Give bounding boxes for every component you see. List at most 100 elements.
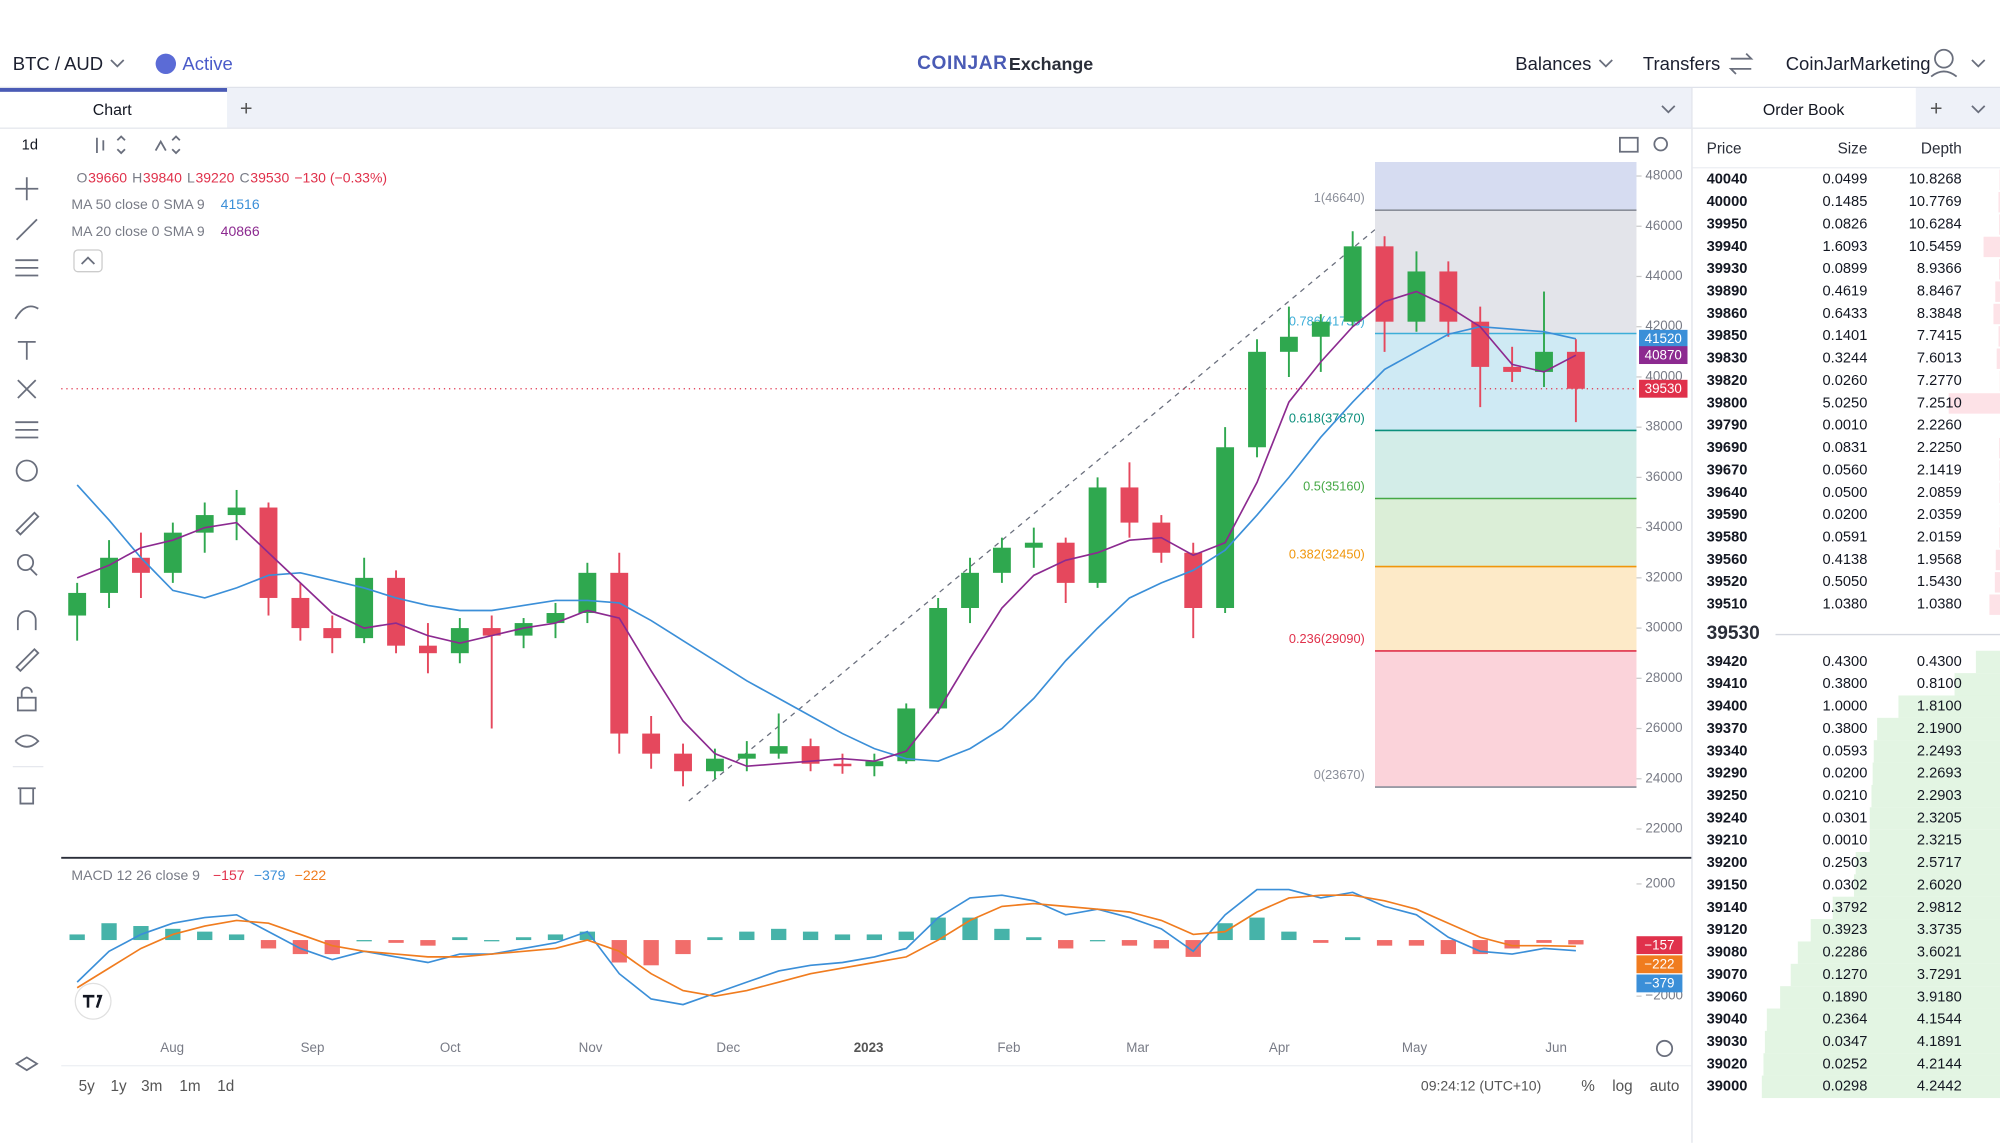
tab-label[interactable]: Order Book: [1763, 102, 1845, 119]
ask-cell: 39950: [1707, 216, 1748, 232]
pair-selector[interactable]: BTC / AUD: [13, 53, 103, 74]
tab[interactable]: [1692, 88, 1916, 128]
product: Exchange: [1009, 54, 1093, 74]
ask-cell: 0.1401: [1823, 328, 1868, 344]
price-label-box: [1639, 346, 1688, 365]
ask-cell: 39850: [1707, 328, 1748, 344]
ask-cell: 0.1485: [1823, 194, 1868, 210]
range-button[interactable]: 1y: [111, 1078, 128, 1095]
candle-body: [163, 532, 182, 573]
bid-cell: 2.3215: [1917, 833, 1962, 849]
ask-size-bar: [1995, 549, 2000, 571]
bid-cell: 2.9812: [1917, 900, 1962, 916]
bid-cell: 2.3205: [1917, 810, 1962, 826]
chevron: [1598, 59, 1613, 68]
ask-cell: 39930: [1707, 261, 1748, 277]
trend-line: [688, 228, 1634, 802]
bid-cell: 0.4300: [1917, 654, 1962, 670]
ohlc-legend: L: [187, 169, 195, 185]
add-tab[interactable]: +: [1930, 95, 1943, 120]
macd-histogram: [802, 931, 819, 941]
collapse-button[interactable]: [73, 249, 103, 273]
candle-body: [992, 547, 1011, 573]
x-tick-label: Jun: [1545, 1040, 1567, 1055]
tab[interactable]: [0, 88, 228, 128]
drawing-toolbar[interactable]: [14, 177, 40, 1072]
chart-settings[interactable]: [1619, 136, 1668, 153]
candle-body: [1056, 542, 1075, 583]
y-tick-label: 22000: [1645, 821, 1682, 836]
nav-balances[interactable]: Balances: [1515, 53, 1591, 74]
macd-histogram: [1408, 940, 1425, 946]
macd-histogram: [420, 940, 436, 946]
bid-cell: 39420: [1707, 654, 1748, 670]
bid-cell: 0.8100: [1917, 676, 1962, 692]
macd-y-tick-label: 2000: [1645, 875, 1675, 890]
bid-depth-bar: [1797, 941, 2000, 964]
scale-option[interactable]: auto: [1650, 1078, 1680, 1095]
range-button[interactable]: 5y: [79, 1078, 96, 1095]
nav-transfers[interactable]: Transfers: [1643, 53, 1720, 74]
toolbar-icons[interactable]: [96, 135, 181, 155]
range-button[interactable]: 1d: [217, 1078, 234, 1095]
y-tick-label: 28000: [1645, 670, 1682, 685]
macd-label: −222: [1644, 956, 1674, 971]
range-button[interactable]: 3m: [141, 1078, 162, 1095]
ask-cell: 8.9366: [1917, 261, 1962, 277]
nav-account[interactable]: CoinJarMarketing: [1786, 53, 1931, 74]
settings-icon[interactable]: [1655, 1039, 1674, 1058]
scale-option[interactable]: %: [1581, 1078, 1595, 1095]
bid-depth-bar: [1869, 829, 2000, 853]
macd-histogram: [1058, 940, 1074, 949]
add-tab[interactable]: +: [240, 95, 253, 120]
candle-body: [1024, 542, 1043, 548]
chevron: [81, 256, 96, 265]
candle-body: [1088, 487, 1107, 583]
y-tick-label: 40000: [1645, 368, 1682, 383]
candle-body: [419, 645, 437, 654]
macd-histogram: [898, 931, 914, 941]
bid-cell: 0.0252: [1823, 1056, 1868, 1072]
bid-cell: 2.1900: [1917, 721, 1962, 737]
macd-histogram: [228, 934, 245, 941]
candle-body: [1216, 447, 1235, 608]
macd-label: −157: [1644, 937, 1674, 952]
ask-cell: 2.2250: [1917, 440, 1962, 456]
bid-cell: 39410: [1707, 676, 1748, 692]
bid-depth-bar: [1898, 695, 2000, 718]
ask-cell: 0.0826: [1823, 216, 1868, 232]
ohlc-legend: −130 (−0.33%): [294, 169, 387, 185]
bid-cell: 0.0210: [1823, 788, 1868, 804]
x-tick-label: Apr: [1269, 1040, 1290, 1055]
bid-cell: 0.0302: [1823, 877, 1868, 893]
tab-label[interactable]: Chart: [93, 102, 133, 119]
ask-size-bar: [1995, 281, 2000, 302]
candle-body: [897, 708, 916, 762]
candle-body: [546, 613, 565, 624]
bid-depth-bar: [1877, 717, 2000, 741]
bid-cell: 0.0347: [1823, 1034, 1868, 1050]
ask-cell: 1.9568: [1917, 552, 1962, 568]
fib-zone: [1374, 333, 1637, 431]
scale-option[interactable]: log: [1612, 1078, 1632, 1095]
ma-legend-value: 41516: [221, 196, 260, 212]
macd-histogram: [994, 928, 1010, 941]
ask-size-bar: [1994, 572, 2000, 593]
macd-histogram: [1153, 940, 1170, 949]
ask-cell: 1.0380: [1823, 597, 1868, 613]
macd-histogram: [1440, 940, 1456, 955]
bid-cell: 3.3735: [1917, 922, 1962, 938]
macd-histogram: [356, 940, 372, 942]
macd-histogram: [1568, 940, 1584, 945]
interval[interactable]: 1d: [22, 137, 38, 153]
macd-histogram: [1121, 940, 1138, 946]
range-button[interactable]: 1m: [179, 1078, 200, 1095]
x-tick-label: Oct: [440, 1040, 461, 1055]
ask-cell: 0.4138: [1823, 552, 1868, 568]
bid-cell: 0.1890: [1823, 989, 1868, 1005]
candle-body: [387, 577, 405, 646]
bid-cell: 39060: [1707, 989, 1748, 1005]
macd-histogram: [197, 931, 213, 941]
price-label: 41520: [1645, 331, 1682, 346]
ask-cell: 1.5430: [1917, 574, 1962, 590]
